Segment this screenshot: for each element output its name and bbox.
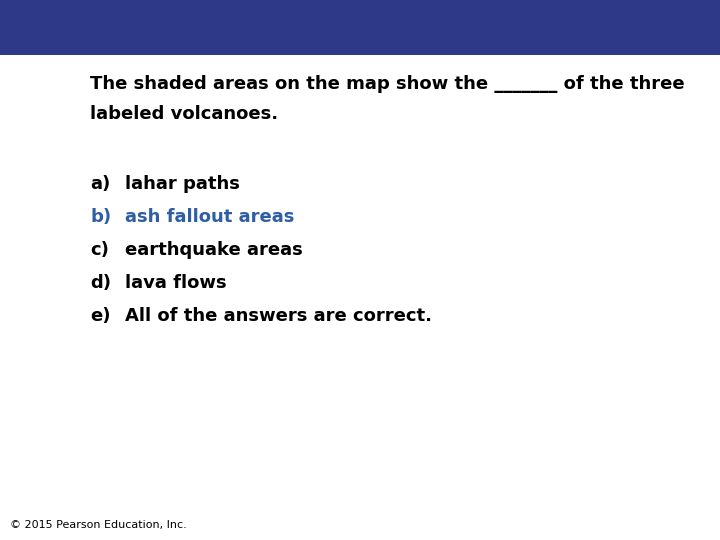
Text: © 2015 Pearson Education, Inc.: © 2015 Pearson Education, Inc.: [10, 520, 186, 530]
Text: labeled volcanoes.: labeled volcanoes.: [90, 105, 278, 123]
Text: c): c): [90, 241, 109, 259]
Text: earthquake areas: earthquake areas: [125, 241, 302, 259]
Text: lahar paths: lahar paths: [125, 175, 240, 193]
Text: d): d): [90, 274, 111, 292]
Text: e): e): [90, 307, 110, 325]
Text: b): b): [90, 208, 111, 226]
Bar: [0, 0, 720, 55]
Text: a): a): [90, 175, 110, 193]
Text: ash fallout areas: ash fallout areas: [125, 208, 294, 226]
Text: The shaded areas on the map show the _______ of the three: The shaded areas on the map show the ___…: [90, 75, 685, 93]
Text: lava flows: lava flows: [125, 274, 227, 292]
Text: All of the answers are correct.: All of the answers are correct.: [125, 307, 432, 325]
